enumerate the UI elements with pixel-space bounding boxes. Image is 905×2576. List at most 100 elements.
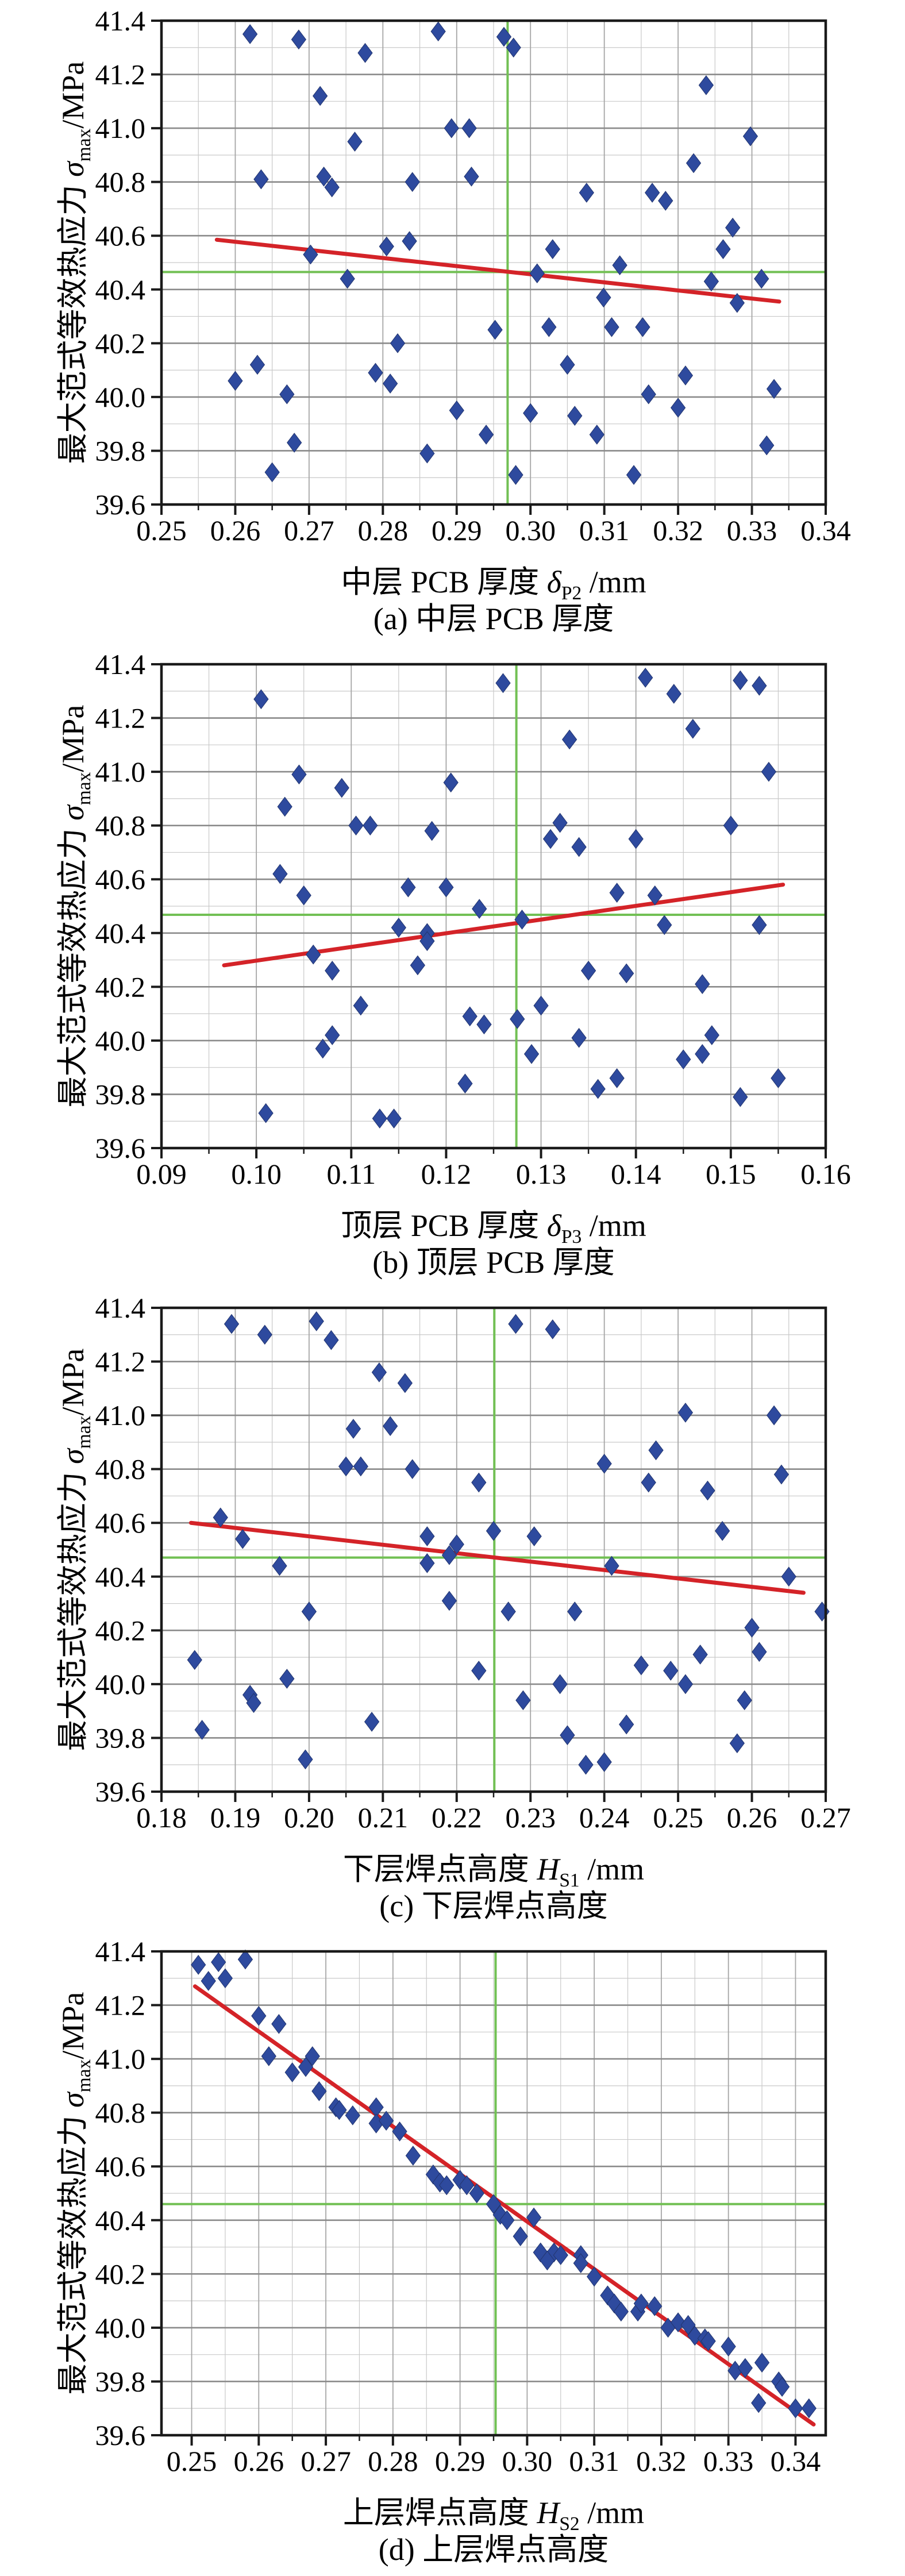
svg-text:0.27: 0.27 xyxy=(284,514,334,546)
svg-text:40.4: 40.4 xyxy=(95,1561,146,1593)
svg-text:0.14: 0.14 xyxy=(611,1158,661,1190)
y-tick-labels: 41.4 41.2 41.0 40.8 40.6 40.4 40.2 40.0 39.8 39.6 xyxy=(95,5,161,521)
svg-text:0.27: 0.27 xyxy=(800,1801,851,1834)
caption-b: (b) 顶层 PCB 厚度 xyxy=(372,1245,615,1280)
svg-text:0.25: 0.25 xyxy=(136,514,187,546)
y-axis-title: 最大范式等效热应力 σmax/MPa xyxy=(56,1992,95,2395)
x-axis-title-b: 顶层 PCB 厚度 δP3 /mm xyxy=(341,1208,646,1247)
svg-text:40.8: 40.8 xyxy=(95,2097,146,2129)
svg-text:39.6: 39.6 xyxy=(95,1776,146,1808)
chart-d-plot-area: 41.4 41.2 41.0 40.8 40.6 40.4 40.2 40.0 39.8 39.6… xyxy=(0,1931,905,2576)
svg-text:40.6: 40.6 xyxy=(95,1507,146,1539)
svg-text:40.4: 40.4 xyxy=(95,274,146,306)
svg-text:41.2: 41.2 xyxy=(95,1346,146,1378)
svg-text:0.11: 0.11 xyxy=(326,1158,376,1190)
svg-text:0.20: 0.20 xyxy=(284,1801,334,1834)
svg-text:0.34: 0.34 xyxy=(771,2445,821,2477)
svg-text:39.6: 39.6 xyxy=(95,2419,146,2451)
svg-text:0.30: 0.30 xyxy=(505,514,556,546)
svg-text:40.8: 40.8 xyxy=(95,810,146,842)
svg-text:41.4: 41.4 xyxy=(95,1292,146,1324)
svg-text:39.6: 39.6 xyxy=(95,1132,146,1164)
y-axis-title: 最大范式等效热应力 σmax/MPa xyxy=(56,1348,95,1751)
svg-text:0.30: 0.30 xyxy=(502,2445,553,2477)
svg-text:0.33: 0.33 xyxy=(727,514,777,546)
y-axis-title: 最大范式等效热应力 σmax/MPa xyxy=(56,704,95,1108)
svg-text:40.0: 40.0 xyxy=(95,1668,146,1700)
svg-text:40.0: 40.0 xyxy=(95,2312,146,2344)
svg-text:41.0: 41.0 xyxy=(95,756,146,788)
svg-text:0.32: 0.32 xyxy=(636,2445,687,2477)
x-tick-labels: 0.25 0.26 0.27 0.28 0.29 0.30 0.31 0.32 0.33 0.34 xyxy=(136,514,851,546)
svg-text:41.0: 41.0 xyxy=(95,112,146,144)
svg-text:41.4: 41.4 xyxy=(95,648,146,680)
svg-text:41.4: 41.4 xyxy=(95,1935,146,1967)
svg-text:0.33: 0.33 xyxy=(703,2445,754,2477)
svg-text:40.2: 40.2 xyxy=(95,1614,146,1646)
svg-text:40.2: 40.2 xyxy=(95,971,146,1003)
svg-text:40.6: 40.6 xyxy=(95,2150,146,2182)
chart-panel-b: 41.4 41.2 41.0 40.8 40.6 40.4 40.2 40.0 39.8 39.6… xyxy=(0,644,905,1287)
x-tick-labels: 0.25 0.26 0.27 0.28 0.29 0.30 0.31 0.32 0.33 0.34 xyxy=(167,2445,821,2477)
svg-text:0.29: 0.29 xyxy=(432,514,482,546)
chart-c-plot-area: 41.4 41.2 41.0 40.8 40.6 40.4 40.2 40.0 39.8 39.6… xyxy=(0,1287,905,1931)
svg-text:0.27: 0.27 xyxy=(301,2445,351,2477)
svg-text:0.10: 0.10 xyxy=(231,1158,282,1190)
svg-text:0.25: 0.25 xyxy=(167,2445,217,2477)
svg-text:41.2: 41.2 xyxy=(95,702,146,734)
svg-text:0.16: 0.16 xyxy=(800,1158,851,1190)
svg-text:0.31: 0.31 xyxy=(579,514,630,546)
svg-text:41.0: 41.0 xyxy=(95,1399,146,1431)
scatter-points xyxy=(253,668,786,1129)
caption-c: (c) 下层焊点高度 xyxy=(379,1889,608,1923)
svg-text:0.25: 0.25 xyxy=(653,1801,703,1834)
svg-text:40.4: 40.4 xyxy=(95,2204,146,2236)
svg-text:40.6: 40.6 xyxy=(95,863,146,895)
x-tick-labels: 0.09 0.10 0.11 0.12 0.13 0.14 0.15 0.16 xyxy=(136,1158,851,1190)
svg-text:40.8: 40.8 xyxy=(95,1453,146,1485)
caption-d: (d) 上层焊点高度 xyxy=(378,2532,609,2567)
svg-text:0.22: 0.22 xyxy=(432,1801,482,1834)
y-tick-labels: 41.4 41.2 41.0 40.8 40.6 40.4 40.2 40.0 39.8 39.6 xyxy=(95,648,161,1164)
svg-text:40.2: 40.2 xyxy=(95,327,146,359)
svg-text:41.4: 41.4 xyxy=(95,5,146,37)
svg-text:0.29: 0.29 xyxy=(435,2445,486,2477)
trend-line xyxy=(188,1520,806,1595)
svg-text:40.0: 40.0 xyxy=(95,381,146,413)
svg-text:39.6: 39.6 xyxy=(95,488,146,521)
svg-text:39.8: 39.8 xyxy=(95,434,146,467)
svg-text:0.32: 0.32 xyxy=(653,514,703,546)
chart-panel-d: 41.4 41.2 41.0 40.8 40.6 40.4 40.2 40.0 39.8 39.6… xyxy=(0,1931,905,2576)
x-axis-title-d: 上层焊点高度 HS2 /mm xyxy=(342,2496,645,2535)
svg-text:0.19: 0.19 xyxy=(210,1801,261,1834)
y-axis-title: 最大范式等效热应力 σmax/MPa xyxy=(56,61,95,464)
svg-text:41.2: 41.2 xyxy=(95,59,146,91)
svg-text:0.31: 0.31 xyxy=(569,2445,619,2477)
svg-text:0.28: 0.28 xyxy=(368,2445,418,2477)
svg-text:0.09: 0.09 xyxy=(136,1158,187,1190)
trend-line xyxy=(192,1984,816,2427)
scatter-points xyxy=(228,21,782,485)
svg-text:0.28: 0.28 xyxy=(358,514,409,546)
svg-text:0.24: 0.24 xyxy=(579,1801,630,1834)
svg-text:41.0: 41.0 xyxy=(95,2043,146,2075)
svg-text:0.13: 0.13 xyxy=(516,1158,567,1190)
svg-text:0.12: 0.12 xyxy=(421,1158,472,1190)
chart-panel-c: 41.4 41.2 41.0 40.8 40.6 40.4 40.2 40.0 39.8 39.6… xyxy=(0,1287,905,1931)
svg-text:40.6: 40.6 xyxy=(95,220,146,252)
svg-text:39.8: 39.8 xyxy=(95,1722,146,1754)
trend-line xyxy=(214,237,781,304)
scatter-points xyxy=(191,1949,817,2419)
chart-panel-a: 41.4 41.2 41.0 40.8 40.6 40.4 40.2 40.0 39.8 39.6… xyxy=(0,0,905,644)
svg-text:0.26: 0.26 xyxy=(210,514,261,546)
caption-a: (a) 中层 PCB 厚度 xyxy=(373,602,614,636)
svg-text:0.21: 0.21 xyxy=(358,1801,409,1834)
y-tick-labels: 41.4 41.2 41.0 40.8 40.6 40.4 40.2 40.0 39.8 39.6 xyxy=(95,1292,161,1808)
svg-text:40.8: 40.8 xyxy=(95,166,146,198)
x-tick-labels: 0.18 0.19 0.20 0.21 0.22 0.23 0.24 0.25 0.26 0.27 xyxy=(136,1801,851,1834)
x-axis-title-a: 中层 PCB 厚度 δP2 /mm xyxy=(341,565,646,604)
x-axis-title-c: 下层焊点高度 HS1 /mm xyxy=(342,1852,645,1891)
svg-text:0.26: 0.26 xyxy=(727,1801,777,1834)
svg-text:40.2: 40.2 xyxy=(95,2258,146,2290)
svg-text:40.0: 40.0 xyxy=(95,1025,146,1057)
